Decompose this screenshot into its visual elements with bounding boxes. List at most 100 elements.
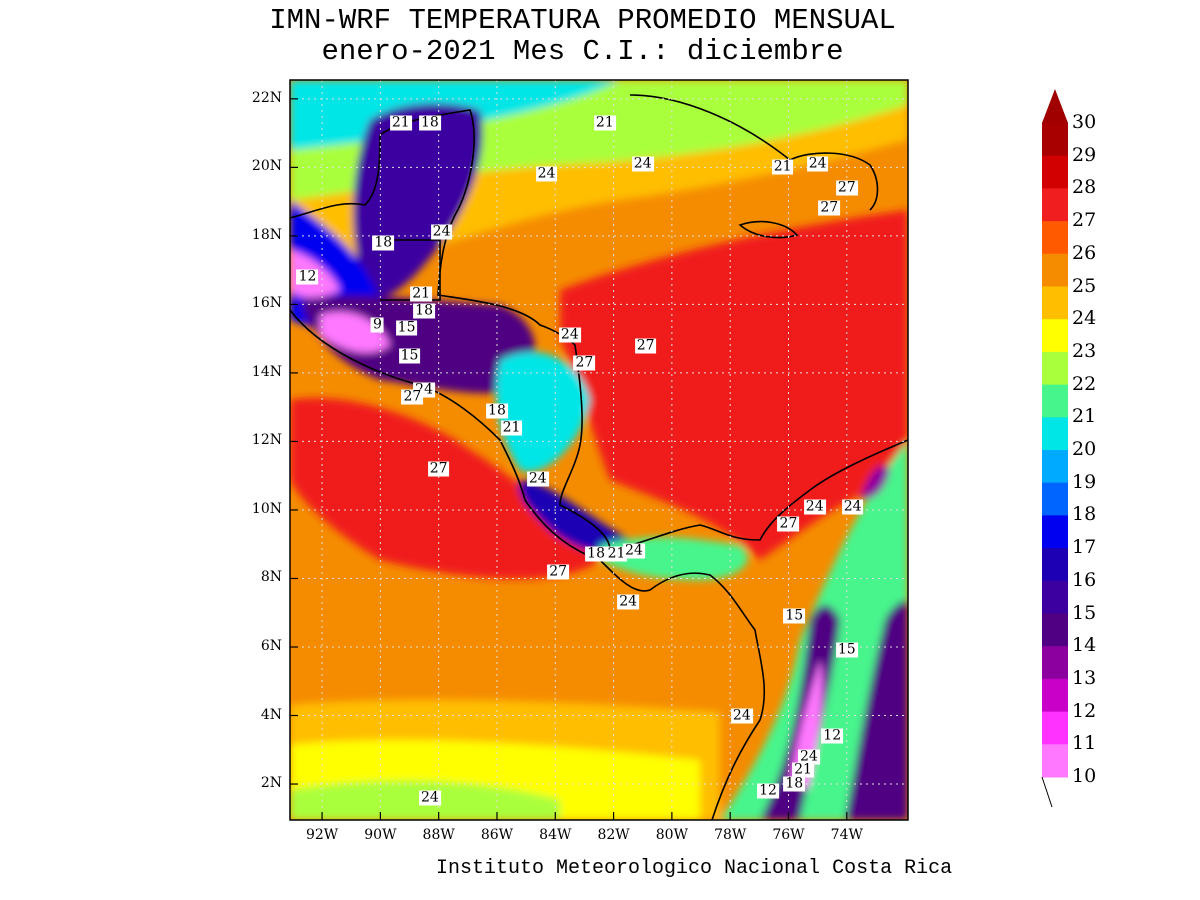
colorbar bbox=[1041, 89, 1068, 808]
contour-label: 27 bbox=[573, 354, 596, 371]
lat-tick-label: 22N bbox=[251, 89, 282, 106]
contour-label: 12 bbox=[821, 727, 844, 744]
colorbar-swatch bbox=[1042, 188, 1068, 222]
contour-label: 27 bbox=[427, 460, 450, 477]
axis-ticks bbox=[290, 98, 848, 820]
contour-label: 24 bbox=[558, 326, 581, 343]
contour-label: 21 bbox=[593, 114, 616, 131]
contour-label: 18 bbox=[486, 402, 508, 419]
colorbar-level-label: 26 bbox=[1072, 241, 1097, 264]
lon-tick-label: 92W bbox=[305, 827, 339, 843]
contour-label: 15 bbox=[783, 607, 806, 624]
colorbar-swatch bbox=[1042, 678, 1068, 713]
field-costarica-17 bbox=[519, 480, 640, 554]
contour-label: 24 bbox=[430, 223, 453, 240]
contour-label: 18 bbox=[783, 775, 806, 792]
colorbar-level-label: 12 bbox=[1072, 699, 1097, 722]
contour-label: 21 bbox=[410, 285, 433, 302]
contour-label: 21 bbox=[771, 158, 794, 175]
coastlines bbox=[290, 94, 908, 820]
colorbar-swatch bbox=[1042, 319, 1068, 353]
contour-label: 27 bbox=[634, 337, 657, 353]
colorbar-swatch bbox=[1042, 221, 1068, 255]
lon-tick-label: 80W bbox=[655, 827, 688, 843]
colorbar-swatch bbox=[1042, 123, 1068, 157]
colorbar-level-label: 14 bbox=[1072, 634, 1097, 657]
colorbar-level-label: 10 bbox=[1072, 765, 1097, 787]
contour-label: 21 bbox=[389, 114, 412, 131]
lon-tick-label: 78W bbox=[714, 827, 747, 843]
colorbar-swatch bbox=[1042, 450, 1068, 484]
contour-label: 21 bbox=[605, 545, 628, 562]
field-yucatan-16 bbox=[353, 103, 483, 300]
contour-label: 27 bbox=[777, 515, 800, 532]
contour-label: 24 bbox=[806, 155, 829, 172]
lat-tick-label: 12N bbox=[251, 432, 282, 449]
contour-label: 24 bbox=[535, 165, 558, 182]
colorbar-level-label: 23 bbox=[1072, 339, 1097, 362]
field-nicaragua-21 bbox=[496, 352, 590, 472]
colorbar-swatch bbox=[1042, 482, 1068, 516]
contour-label: 15 bbox=[835, 641, 858, 658]
credit-text: Instituto Meteorologico Nacional Costa R… bbox=[436, 857, 953, 880]
colorbar-level-label: 20 bbox=[1072, 438, 1097, 460]
lat-tick-label: 2N bbox=[260, 775, 282, 792]
colorbar-swatch bbox=[1042, 253, 1068, 287]
colorbar-swatch bbox=[1042, 515, 1068, 549]
colorbar-swatch bbox=[1042, 646, 1068, 680]
colorbar-level-label: 30 bbox=[1072, 111, 1097, 133]
lon-tick-label: 90W bbox=[364, 827, 397, 843]
contour-label: 18 bbox=[413, 302, 436, 319]
colorbar-top-arrow bbox=[1042, 89, 1068, 123]
contour-label: 15 bbox=[395, 319, 418, 336]
lat-tick-label: 18N bbox=[251, 226, 282, 243]
contour-label: 24 bbox=[841, 498, 864, 515]
colorbar-level-label: 11 bbox=[1072, 732, 1097, 755]
contour-label: 18 bbox=[372, 234, 395, 251]
contour-label: 12 bbox=[757, 782, 779, 799]
colorbar-swatch bbox=[1042, 711, 1068, 745]
field-caribbean-27 bbox=[560, 210, 908, 560]
lon-tick-label: 82W bbox=[597, 827, 630, 843]
lon-tick-label: 84W bbox=[539, 827, 572, 843]
field-sierra-nevada-14 bbox=[860, 466, 890, 500]
colorbar-swatch bbox=[1042, 417, 1068, 451]
colorbar-level-label: 24 bbox=[1072, 307, 1097, 330]
contour-label: 15 bbox=[398, 347, 421, 364]
field-andes-west-15 bbox=[760, 605, 840, 820]
colorbar-level-label: 27 bbox=[1072, 209, 1097, 232]
contour-label: 24 bbox=[419, 789, 441, 806]
contour-label: 27 bbox=[401, 388, 424, 405]
colorbar-level-label: 13 bbox=[1072, 666, 1097, 689]
lat-tick-label: 6N bbox=[260, 637, 282, 654]
contour-label: 18 bbox=[419, 114, 441, 131]
lat-tick-label: 20N bbox=[251, 158, 282, 175]
map-field bbox=[290, 80, 908, 820]
contour-label: 21 bbox=[792, 761, 814, 778]
field-guatemala-11 bbox=[320, 311, 390, 353]
lat-tick-label: 4N bbox=[260, 706, 282, 723]
lat-tick-label: 8N bbox=[260, 569, 282, 586]
colorbar-level-label: 15 bbox=[1072, 601, 1097, 624]
contour-label: 24 bbox=[526, 470, 549, 487]
colorbar-level-label: 19 bbox=[1072, 470, 1097, 493]
lon-tick-label: 88W bbox=[422, 827, 455, 843]
colorbar-level-label: 28 bbox=[1072, 176, 1097, 199]
lat-tick-label: 10N bbox=[251, 500, 282, 517]
title-line-2: enero-2021 Mes C.I.: diciembre bbox=[321, 35, 844, 68]
colorbar-swatch bbox=[1042, 744, 1068, 778]
contour-label: 12 bbox=[296, 268, 319, 285]
contour-label: 24 bbox=[623, 542, 645, 559]
colorbar-level-label: 18 bbox=[1072, 503, 1097, 526]
contour-label: 27 bbox=[547, 563, 570, 580]
colorbar-swatch bbox=[1042, 155, 1068, 189]
colorbar-swatch bbox=[1042, 548, 1068, 582]
contour-label: 24 bbox=[617, 593, 640, 610]
lon-tick-label: 74W bbox=[830, 827, 863, 843]
colorbar-swatch bbox=[1042, 286, 1068, 320]
contour-label: 18 bbox=[585, 545, 607, 562]
contour-label: 24 bbox=[797, 748, 820, 765]
colorbar-swatch bbox=[1042, 580, 1068, 614]
field-andes-east-15 bbox=[845, 600, 908, 820]
